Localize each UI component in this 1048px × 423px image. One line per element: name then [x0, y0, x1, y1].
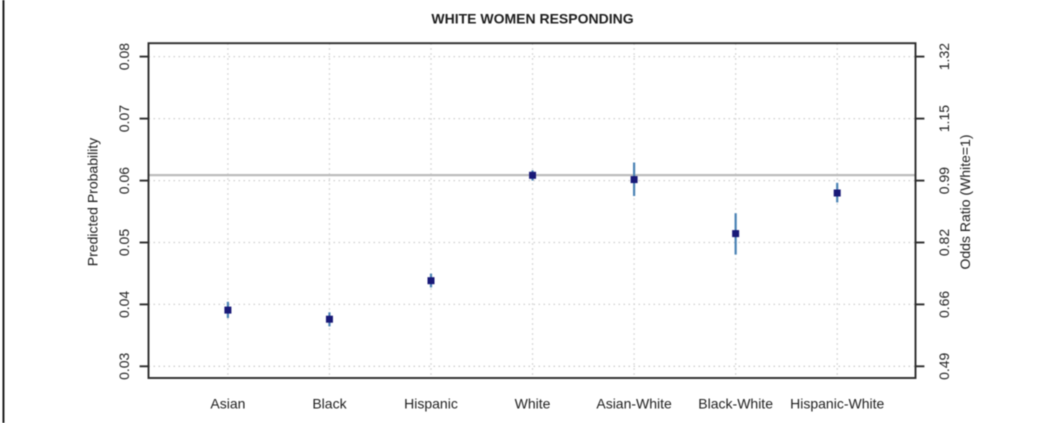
svg-text:0.06: 0.06 [116, 167, 132, 194]
svg-text:0.04: 0.04 [116, 291, 132, 318]
svg-text:0.82: 0.82 [936, 229, 952, 256]
svg-text:1.15: 1.15 [936, 105, 952, 132]
svg-text:Asian: Asian [210, 396, 245, 412]
svg-text:Asian-White: Asian-White [596, 396, 672, 412]
svg-text:0.07: 0.07 [116, 105, 132, 132]
svg-text:Black: Black [312, 396, 347, 412]
svg-text:WHITE WOMEN RESPONDING: WHITE WOMEN RESPONDING [431, 11, 633, 27]
svg-text:0.66: 0.66 [936, 291, 952, 318]
svg-text:0.05: 0.05 [116, 229, 132, 256]
svg-text:Hispanic-White: Hispanic-White [790, 396, 884, 412]
svg-text:Hispanic: Hispanic [404, 396, 458, 412]
svg-text:Predicted Probability: Predicted Probability [85, 138, 101, 266]
svg-text:1.32: 1.32 [936, 43, 952, 70]
svg-text:Black-White: Black-White [698, 396, 773, 412]
svg-text:0.49: 0.49 [936, 352, 952, 379]
svg-text:Odds Ratio (White=1): Odds Ratio (White=1) [957, 135, 973, 270]
svg-text:White: White [515, 396, 551, 412]
svg-text:0.08: 0.08 [116, 43, 132, 70]
svg-text:0.99: 0.99 [936, 167, 952, 194]
svg-text:0.03: 0.03 [116, 352, 132, 379]
